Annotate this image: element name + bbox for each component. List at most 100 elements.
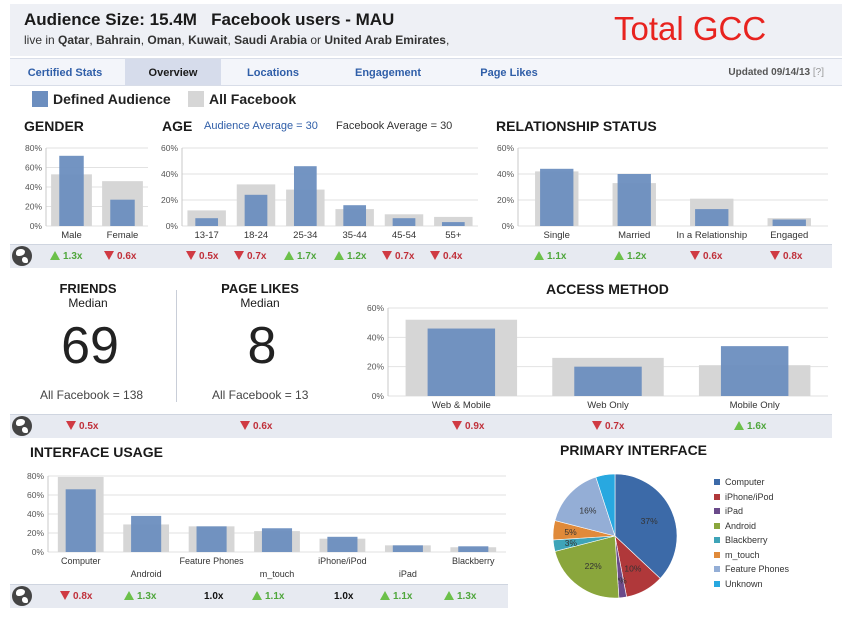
legend-label: Feature Phones: [725, 564, 790, 574]
bar-defined-audience: [772, 219, 806, 226]
bar-defined-audience: [196, 526, 227, 552]
bar-defined-audience: [458, 546, 489, 552]
x-category-label: Web & Mobile: [432, 400, 491, 411]
index-label: 1.1x: [265, 591, 285, 602]
x-category-label: 25-34: [293, 230, 317, 241]
index-label: 0.7x: [605, 421, 625, 432]
title-suffix: Facebook users - MAU: [211, 10, 395, 29]
friends-median-label: Median: [68, 296, 108, 310]
pie-slice-label: 22%: [585, 561, 602, 571]
bar-defined-audience: [343, 205, 367, 226]
interface-index: 0.8x: [60, 591, 92, 602]
primary-interface-title: PRIMARY INTERFACE: [560, 442, 708, 458]
y-tick-label: 60%: [497, 143, 514, 153]
bar-defined-audience: [59, 155, 84, 226]
arrow-down-icon: [382, 251, 392, 260]
arrow-down-icon: [452, 421, 462, 430]
bar-defined-audience: [574, 366, 642, 396]
arrow-down-icon: [690, 251, 700, 260]
x-category-label: Engaged: [770, 230, 808, 241]
y-tick-label: 40%: [497, 169, 514, 179]
y-tick-label: 60%: [25, 163, 42, 173]
index-label: 1.6x: [747, 421, 767, 432]
gender-title: GENDER: [24, 118, 84, 134]
index-label: 1.2x: [347, 251, 367, 262]
index-label: 1.2x: [627, 251, 647, 262]
age-chart: 0% 20% 40% 60% 13-17 18-24 25-34 35-44 45-54 55+: [161, 143, 478, 241]
tab-page-likes[interactable]: Page Likes: [480, 67, 538, 79]
x-category-label: Web Only: [587, 400, 629, 411]
x-category-label: iPhone/iPod: [318, 556, 367, 566]
y-tick-label: 0%: [372, 391, 385, 401]
arrow-down-icon: [66, 421, 76, 430]
arrow-up-icon: [284, 251, 294, 260]
y-tick-label: 80%: [25, 143, 42, 153]
access-index: 1.6x: [734, 421, 766, 432]
relationship-index: 1.1x: [534, 251, 566, 262]
relationship-index: 0.8x: [770, 251, 802, 262]
pie-slice-label: 3%: [565, 538, 578, 548]
legend-defined-label: Defined Audience: [53, 91, 171, 107]
access-index: 0.9x: [452, 421, 484, 432]
index-label: 1.7x: [297, 251, 317, 262]
friends-title: FRIENDS: [59, 281, 117, 296]
tab-engagement[interactable]: Engagement: [354, 67, 421, 79]
x-category-label: 55+: [445, 230, 462, 241]
report-header: [10, 4, 842, 56]
x-category-label: Single: [544, 230, 570, 241]
sub-end: ,: [445, 33, 450, 47]
tab-certified-stats[interactable]: Certified Stats: [27, 67, 103, 79]
index-label: 0.6x: [703, 251, 723, 262]
legend-label: Unknown: [725, 578, 763, 589]
relationship-title: RELATIONSHIP STATUS: [496, 118, 657, 134]
audience-average: Audience Average = 30: [204, 120, 318, 132]
y-tick-label: 40%: [367, 332, 384, 342]
index-label: 0.7x: [247, 251, 267, 262]
legend-label: m_touch: [725, 549, 760, 560]
pie-legend-item: Unknown: [714, 579, 834, 594]
bar-defined-audience: [392, 545, 423, 552]
index-strip-activity: [10, 414, 832, 438]
friends-median-value: 69: [61, 317, 119, 375]
pie-legend-item: Android: [714, 521, 834, 536]
tab-locations[interactable]: Locations: [247, 67, 299, 79]
bar-defined-audience: [617, 174, 651, 226]
bar-defined-audience: [131, 515, 162, 552]
y-tick-label: 60%: [27, 490, 44, 500]
y-tick-label: 0%: [166, 221, 179, 231]
access-index: 0.7x: [592, 421, 624, 432]
legend-label: iPad: [725, 506, 744, 516]
country: United Arab Emirates: [324, 33, 446, 47]
pie-legend-item: iPad: [714, 506, 834, 521]
arrow-down-icon: [234, 251, 244, 260]
updated-text: Updated 09/14/13: [728, 67, 811, 78]
age-index: 1.7x: [284, 251, 316, 262]
bar-defined-audience: [293, 166, 317, 226]
arrow-up-icon: [614, 251, 624, 260]
bar-defined-audience: [195, 218, 219, 226]
y-tick-label: 0%: [30, 221, 43, 231]
legend-label: Android: [725, 520, 757, 531]
arrow-up-icon: [50, 251, 60, 260]
index-label: 1.3x: [457, 591, 477, 602]
index-label: 0.6x: [253, 421, 273, 432]
sub-or: or: [307, 33, 325, 47]
arrow-up-icon: [252, 591, 262, 600]
pie-slice: [595, 473, 616, 537]
x-category-label: 18-24: [244, 230, 268, 241]
arrow-up-icon: [380, 591, 390, 600]
divider: [176, 290, 177, 402]
audience-size-title: Audience Size: 15.4M Facebook users - MA…: [24, 10, 394, 30]
age-index: 0.7x: [382, 251, 414, 262]
page-likes-median-value: 8: [247, 317, 277, 375]
page-likes-index: 0.6x: [240, 421, 272, 432]
globe-icon: [12, 586, 32, 606]
help-link[interactable]: [?]: [812, 67, 824, 78]
globe-icon: [12, 416, 32, 436]
pie-legend-item: Blackberry: [714, 535, 834, 550]
x-category-label: Feature Phones: [180, 556, 245, 566]
tab-overview[interactable]: Overview: [125, 59, 221, 85]
index-label: 0.7x: [395, 251, 415, 262]
y-tick-label: 80%: [27, 471, 44, 481]
country: Saudi Arabia: [234, 33, 308, 47]
